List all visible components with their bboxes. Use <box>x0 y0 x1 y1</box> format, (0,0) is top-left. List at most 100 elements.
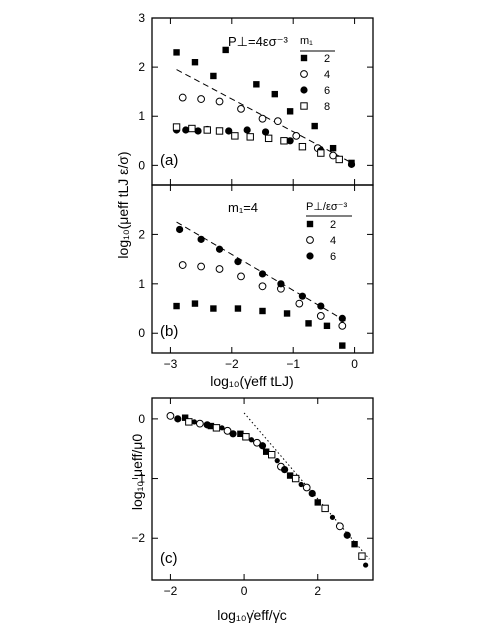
x-tick-label: −2 <box>225 357 239 371</box>
data-point <box>195 419 204 428</box>
panel-a: 0 1 2 3 (a) P⊥=4εσ⁻³ m₁ 2 4 6 8 <box>138 11 374 186</box>
data-point <box>248 437 255 443</box>
x-axis-title-b: log₁₀(γ̇eff tLJ) <box>210 373 293 389</box>
data-point <box>174 415 182 423</box>
legend-label: 6 <box>330 251 336 263</box>
data-point <box>259 307 266 315</box>
data-point <box>225 127 233 135</box>
panel-annotation: P⊥=4εσ⁻³ <box>228 34 288 49</box>
data-point <box>215 127 224 135</box>
data-point <box>253 81 260 88</box>
fit-line <box>176 221 346 322</box>
legend-marker <box>306 236 314 244</box>
panel-annotation: m₁=4 <box>228 200 258 215</box>
data-point <box>308 489 316 498</box>
data-point <box>273 117 282 126</box>
data-point <box>329 144 337 152</box>
data-point <box>286 137 294 145</box>
data-point <box>197 95 206 103</box>
data-point <box>264 134 273 143</box>
data-point <box>173 302 180 310</box>
panel-c: −2 0 2 −2 −1 0 (c) <box>131 397 374 598</box>
data-point <box>212 424 221 432</box>
data-point <box>268 450 276 459</box>
data-point <box>203 126 211 134</box>
legend-label: 4 <box>324 69 330 81</box>
data-point <box>237 104 245 113</box>
y-axis-title-ab: log₁₀(μeff tLJ ε/σ) <box>115 151 131 258</box>
data-point <box>286 108 294 115</box>
data-point <box>335 155 343 164</box>
legend-label: 6 <box>324 85 330 97</box>
data-point <box>258 114 267 123</box>
legend-marker <box>300 70 308 78</box>
legend-marker <box>306 220 314 228</box>
x-tick-label: −1 <box>286 357 300 371</box>
data-point <box>292 131 301 140</box>
data-point <box>243 126 251 134</box>
y-tick-label: −2 <box>131 531 145 545</box>
legend-label: 2 <box>324 53 330 65</box>
data-point <box>223 426 232 435</box>
x-tick-label: −2 <box>164 584 178 598</box>
data-point <box>298 481 304 488</box>
data-point <box>280 137 288 145</box>
data-point <box>191 59 199 66</box>
data-point <box>222 46 229 54</box>
y-tick-label: 3 <box>138 11 145 25</box>
y-tick-label: 2 <box>138 60 145 74</box>
legend-marker <box>300 54 308 62</box>
data-point <box>363 562 369 568</box>
y-tick-label: 0 <box>138 158 145 172</box>
data-point <box>197 235 205 243</box>
data-point <box>194 127 202 135</box>
data-point <box>283 310 291 317</box>
data-point <box>274 458 280 464</box>
data-point <box>215 97 224 106</box>
y-tick-label: 1 <box>138 277 145 291</box>
y-tick-label: 2 <box>138 227 145 241</box>
data-point <box>234 257 242 266</box>
legend-marker <box>306 252 314 260</box>
data-point <box>281 466 289 474</box>
data-point <box>242 433 250 441</box>
data-point <box>298 292 307 300</box>
data-point <box>277 280 285 288</box>
legend-label: 2 <box>330 219 336 231</box>
plot-frame <box>151 184 374 354</box>
data-point <box>339 342 346 349</box>
data-point <box>207 422 215 430</box>
legend-label: 4 <box>330 235 336 247</box>
y-tick-label: 0 <box>138 326 145 340</box>
data-point <box>316 312 325 320</box>
panel-b: −3 −2 −1 0 0 1 2 (b) m₁=4 P⊥/εσ⁻³ 2 4 6 <box>138 184 374 371</box>
legend-title: P⊥/εσ⁻³ <box>306 201 347 213</box>
y-tick-label: −1 <box>131 472 145 486</box>
data-point <box>246 133 254 141</box>
data-point <box>173 49 180 56</box>
data-point <box>258 270 267 278</box>
data-point <box>215 245 224 253</box>
data-point <box>178 93 187 102</box>
data-point <box>317 149 325 157</box>
data-point <box>258 442 267 450</box>
data-point <box>295 299 304 308</box>
data-point <box>347 160 356 168</box>
data-point <box>338 314 346 323</box>
data-point <box>219 425 225 431</box>
data-point <box>166 412 175 420</box>
data-point <box>329 151 337 160</box>
data-point <box>197 262 206 271</box>
data-point <box>191 300 199 307</box>
data-point <box>323 322 331 330</box>
data-point <box>291 474 300 483</box>
data-point <box>305 320 312 327</box>
data-point <box>178 261 187 269</box>
data-point <box>229 430 237 438</box>
data-point <box>351 540 358 548</box>
y-tick-label: 1 <box>138 109 145 123</box>
data-point <box>234 305 242 312</box>
data-point <box>262 448 270 455</box>
data-point <box>182 126 190 134</box>
